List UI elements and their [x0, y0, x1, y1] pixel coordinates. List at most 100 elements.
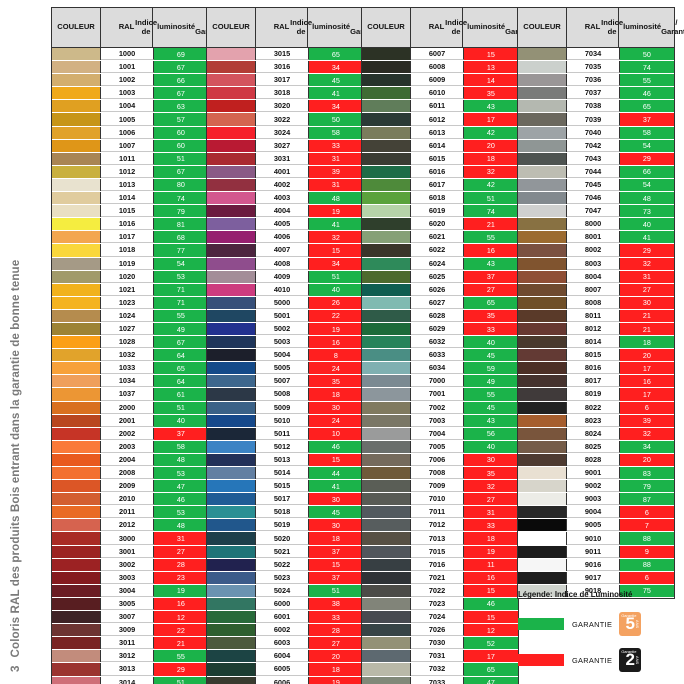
- ral-code: 1000: [101, 48, 154, 61]
- ral-code: 8024: [567, 427, 620, 440]
- table-row: 8007 27: [518, 283, 674, 297]
- ral-code: 1020: [101, 270, 154, 283]
- table-row: 8000 40: [518, 218, 674, 232]
- luminosity-index: 32: [463, 165, 518, 178]
- ral-code: 7039: [567, 113, 620, 126]
- luminosity-index: 49: [153, 322, 208, 336]
- color-swatch: [207, 440, 257, 453]
- ral-code: 5003: [256, 336, 309, 349]
- table-row: 7010 27: [362, 493, 518, 507]
- header-indice-line: luminosité: [623, 22, 662, 32]
- table-row: 2004 48: [52, 453, 208, 467]
- table-row: 6014 20: [362, 139, 518, 153]
- color-swatch: [518, 362, 568, 375]
- table-row: 6026 27: [362, 283, 518, 297]
- table-row: 5013 15: [207, 453, 363, 467]
- luminosity-index: 47: [153, 480, 208, 493]
- table-row: 6003 27: [207, 637, 363, 651]
- luminosity-index: 57: [153, 113, 208, 126]
- ral-code: 8008: [567, 296, 620, 309]
- luminosity-index: 18: [619, 336, 674, 349]
- luminosity-index: 32: [619, 257, 674, 270]
- color-swatch: [207, 506, 257, 519]
- luminosity-index: 24: [308, 414, 363, 427]
- luminosity-index: 7: [619, 519, 674, 532]
- table-row: 1023 71: [52, 296, 208, 310]
- table-row: 1012 67: [52, 165, 208, 179]
- color-swatch: [52, 624, 102, 637]
- ral-code: 8025: [567, 440, 620, 453]
- header-couleur: COULEUR: [52, 8, 102, 47]
- table-row: 6016 32: [362, 165, 518, 179]
- table-row: 3007 12: [52, 611, 208, 625]
- ral-code: 4001: [256, 165, 309, 178]
- color-swatch: [207, 283, 257, 296]
- ral-code: 2004: [101, 453, 154, 466]
- ral-code: 9003: [567, 493, 620, 506]
- luminosity-index: 10: [308, 427, 363, 440]
- color-swatch: [362, 440, 412, 453]
- table-row: 8022 6: [518, 401, 674, 415]
- luminosity-index: 20: [463, 139, 518, 152]
- ral-code: 9011: [567, 545, 620, 558]
- luminosity-index: 28: [308, 624, 363, 637]
- luminosity-index: 31: [308, 178, 363, 192]
- luminosity-index: 33: [308, 139, 363, 152]
- ral-code: 1013: [101, 178, 154, 192]
- ral-code: 2012: [101, 519, 154, 532]
- table-row: 5023 37: [207, 571, 363, 585]
- color-swatch: [518, 532, 568, 545]
- ral-code: 5014: [256, 467, 309, 480]
- color-swatch: [207, 624, 257, 637]
- luminosity-index: 74: [463, 205, 518, 218]
- luminosity-index: 39: [619, 414, 674, 427]
- table-row: 7036 55: [518, 74, 674, 88]
- ral-code: 2002: [101, 427, 154, 440]
- color-swatch: [518, 270, 568, 283]
- table-row: 4009 51: [207, 270, 363, 284]
- header-indice-line: luminosité: [312, 22, 351, 32]
- table-row: 9001 83: [518, 467, 674, 481]
- ral-code: 2000: [101, 401, 154, 414]
- ral-code: 7024: [411, 611, 464, 624]
- table-row: 3014 51: [52, 676, 208, 684]
- luminosity-index: 34: [308, 100, 363, 113]
- table-row: 9016 88: [518, 558, 674, 572]
- table-row: 5009 30: [207, 401, 363, 415]
- ral-code: 7000: [411, 375, 464, 388]
- luminosity-index: 88: [619, 558, 674, 571]
- color-swatch: [362, 205, 412, 218]
- table-row: 8002 29: [518, 244, 674, 258]
- ral-code: 3017: [256, 74, 309, 87]
- luminosity-index: 74: [153, 192, 208, 205]
- color-swatch: [518, 61, 568, 74]
- luminosity-index: 27: [308, 637, 363, 650]
- ral-code: 8015: [567, 349, 620, 362]
- ral-code: 8004: [567, 270, 620, 283]
- color-swatch: [207, 270, 257, 283]
- color-swatch: [518, 87, 568, 100]
- table-row: 2012 48: [52, 519, 208, 533]
- ral-code: 6015: [411, 152, 464, 165]
- ral-code: 1034: [101, 375, 154, 388]
- luminosity-index: 11: [463, 558, 518, 571]
- table-row: 6029 33: [362, 322, 518, 337]
- color-swatch: [362, 480, 412, 493]
- table-row: 1037 61: [52, 388, 208, 402]
- color-swatch: [207, 597, 257, 611]
- color-swatch: [52, 506, 102, 519]
- luminosity-index: 51: [463, 192, 518, 205]
- color-swatch: [52, 192, 102, 205]
- table-row: 5007 35: [207, 375, 363, 389]
- table-row: 7009 32: [362, 480, 518, 494]
- table-row: 8017 16: [518, 375, 674, 389]
- ral-code: 6018: [411, 192, 464, 205]
- ral-code: 1019: [101, 257, 154, 270]
- color-swatch: [362, 493, 412, 506]
- color-swatch: [52, 519, 102, 532]
- ral-code: 7013: [411, 532, 464, 545]
- ral-code: 1018: [101, 244, 154, 257]
- table-row: 1034 64: [52, 375, 208, 389]
- table-row: 1005 57: [52, 113, 208, 127]
